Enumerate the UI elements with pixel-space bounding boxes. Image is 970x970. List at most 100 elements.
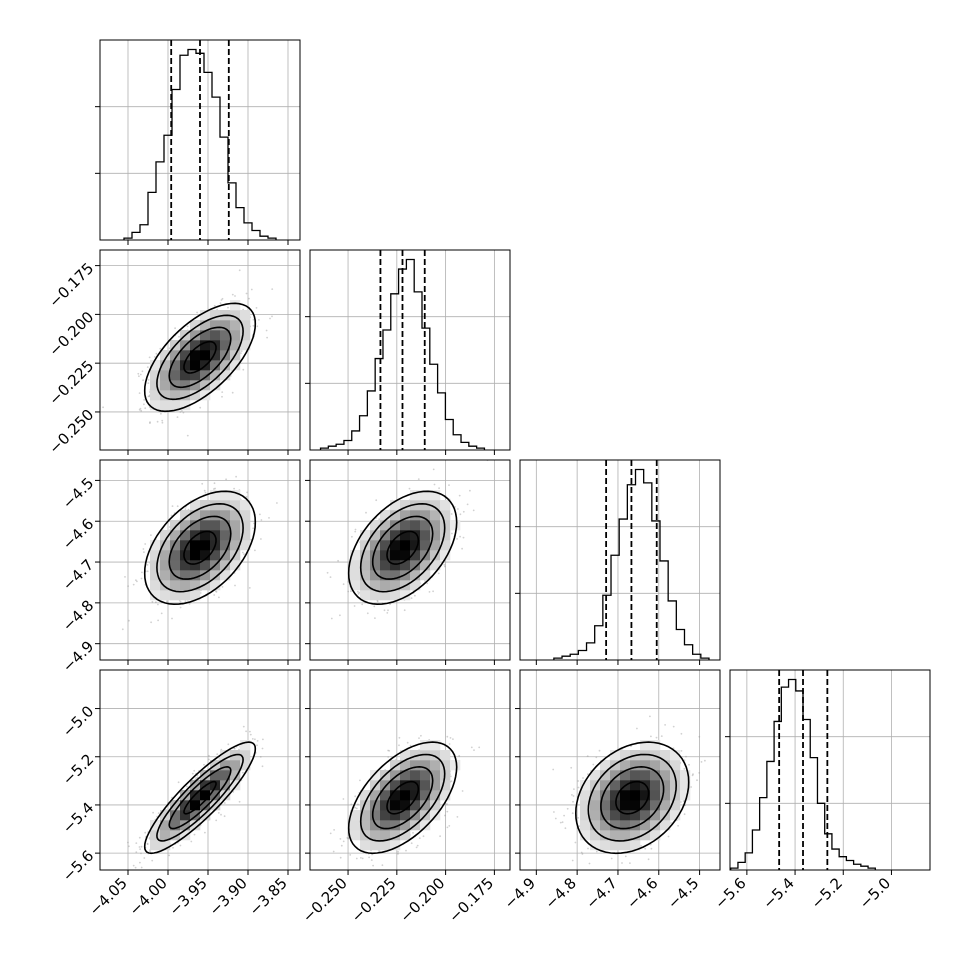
density-cell (180, 390, 191, 401)
sample-point (266, 336, 268, 339)
sample-point (268, 517, 270, 519)
contour-line (143, 302, 257, 413)
density-cell (160, 390, 171, 401)
hist-panel-p1 (305, 249, 511, 455)
sample-point (339, 856, 342, 859)
sample-point (372, 864, 374, 867)
density-cell (350, 560, 361, 571)
density-cell (410, 550, 421, 561)
sample-point (220, 813, 222, 816)
y-tick-label: −4.9 (59, 637, 97, 675)
density-cell (200, 370, 211, 381)
sample-point (156, 420, 159, 423)
sample-point (137, 372, 140, 375)
sample-point (138, 836, 141, 839)
sample-point (208, 754, 210, 757)
sample-point (127, 841, 129, 844)
sample-point (181, 409, 183, 412)
density-cell (240, 330, 251, 341)
sample-point (144, 831, 147, 834)
sample-point (135, 579, 137, 582)
density-cell (390, 580, 401, 591)
sample-point (472, 509, 475, 512)
sample-point (218, 596, 220, 599)
sample-point (458, 755, 461, 757)
hist-panel-p2 (515, 459, 721, 665)
y-tick-label: −4.5 (59, 474, 97, 512)
contour-line (143, 490, 257, 606)
sample-point (245, 292, 248, 295)
sample-point (462, 536, 465, 539)
density-cell (170, 520, 181, 531)
density-cell (350, 580, 361, 591)
x-tick-label: −3.95 (166, 874, 211, 919)
sample-point (428, 591, 431, 593)
density-cell (220, 560, 231, 571)
sample-point (245, 730, 248, 733)
sample-point (456, 816, 459, 818)
density-cell (400, 540, 411, 551)
density-cell (160, 380, 171, 391)
sample-point (245, 495, 248, 498)
sample-point (459, 513, 462, 516)
sample-point (170, 514, 173, 517)
sample-point (168, 854, 171, 857)
sample-point (448, 743, 451, 745)
sample-point (151, 600, 154, 603)
sample-point (424, 580, 426, 582)
density-cell (350, 830, 361, 841)
density-cell (360, 560, 371, 571)
density-cell (160, 530, 171, 541)
sample-point (432, 468, 435, 471)
sample-point (398, 744, 400, 747)
sample-point (138, 846, 141, 848)
sample-point (157, 619, 160, 622)
sample-point (260, 519, 263, 521)
sample-point (358, 591, 361, 594)
joint-content (100, 250, 300, 450)
sample-point (248, 587, 251, 589)
density-cell (200, 790, 211, 801)
sample-point (214, 487, 217, 490)
sample-point (143, 551, 145, 553)
x-tick-label: −3.90 (206, 874, 251, 919)
density-cell (190, 380, 201, 391)
sample-point (354, 806, 357, 809)
density-cell (420, 560, 431, 571)
sample-point (449, 775, 452, 778)
histogram-p3 (730, 678, 876, 870)
panel-frame (99, 459, 301, 661)
sample-point (252, 324, 255, 327)
sample-point (461, 547, 463, 550)
density-cell (190, 390, 201, 401)
sample-point (326, 571, 329, 574)
sample-point (157, 603, 159, 606)
density-cell (190, 540, 201, 551)
x-tick-label: −4.00 (126, 874, 171, 919)
density-cell (390, 530, 401, 541)
sample-point (252, 527, 255, 530)
sample-point (184, 508, 187, 510)
density-cell (200, 330, 211, 341)
sample-point (374, 617, 376, 619)
sample-point (446, 803, 448, 805)
sample-point (199, 406, 202, 409)
sample-point (191, 772, 194, 775)
density-cell (410, 520, 421, 531)
density-cell (190, 810, 201, 821)
sample-point (269, 317, 271, 320)
sample-point (171, 617, 173, 620)
density-cell (180, 540, 191, 551)
density-cell (380, 570, 391, 581)
sample-point (347, 581, 350, 583)
density-cell (370, 530, 381, 541)
density-cell (180, 520, 191, 531)
sample-point (357, 803, 359, 806)
density-cell (400, 590, 411, 601)
density-cell (170, 390, 181, 401)
y-tick-label: −5.0 (59, 702, 97, 740)
density-cell (200, 340, 211, 351)
density-cell (210, 500, 221, 511)
density-cell (240, 740, 251, 751)
sample-point (370, 859, 373, 861)
